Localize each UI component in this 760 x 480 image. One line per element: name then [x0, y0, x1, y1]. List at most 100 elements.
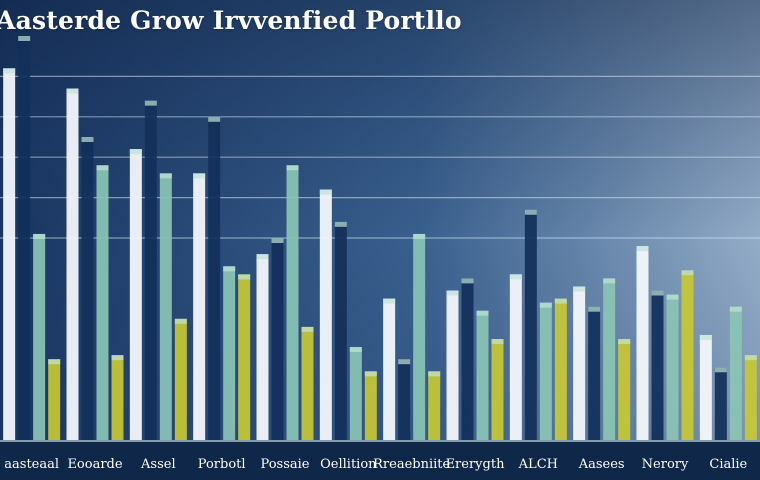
bar-cap [144, 100, 157, 106]
x-tick-label: Nerory [641, 457, 689, 472]
bar-cap [319, 189, 332, 195]
bar-cap [223, 266, 236, 272]
bar [271, 238, 284, 440]
bar [144, 100, 157, 440]
bar-cap [446, 290, 459, 296]
bar-cap [286, 165, 299, 171]
bar-cap [573, 286, 586, 292]
bar-cap [554, 298, 567, 304]
bar-cap [699, 334, 712, 340]
bar [651, 290, 664, 440]
bar-cap [491, 339, 504, 344]
bar-cap [383, 298, 396, 304]
bar [603, 278, 616, 440]
bar [319, 189, 332, 440]
bar [18, 36, 31, 440]
bar [81, 137, 94, 440]
bar [413, 233, 426, 440]
bar-cap [334, 221, 347, 227]
bar [618, 339, 631, 440]
x-tick-label: Oellition [320, 457, 377, 472]
chart-title: Aasterde Grow Irvvenfied Portllo [0, 6, 462, 35]
bar-cap [618, 339, 631, 344]
bar [398, 359, 411, 440]
bar [476, 310, 489, 440]
bar-cap [18, 36, 31, 41]
bar [681, 270, 694, 440]
bar-cap [33, 233, 46, 239]
bar-cap [524, 209, 537, 215]
bar [714, 367, 727, 440]
bar-group [3, 36, 757, 441]
bar [223, 266, 236, 440]
bar [524, 209, 537, 440]
bar-cap [476, 310, 489, 316]
bar-cap [271, 238, 284, 243]
bar-cap [714, 367, 727, 373]
bar [111, 355, 124, 440]
bar-cap [129, 149, 142, 155]
bar-cap [208, 116, 221, 122]
bar [174, 318, 187, 440]
bar-cap [729, 306, 742, 312]
bar [636, 246, 649, 440]
bar-cap [193, 173, 206, 179]
x-tick-label: Rreaebniite [373, 457, 451, 472]
gridlines [0, 75, 760, 239]
x-tick-label: Eooarde [67, 457, 123, 472]
bar-cap [96, 165, 109, 171]
bar [509, 274, 522, 440]
bar [699, 334, 712, 440]
bar [96, 165, 109, 440]
x-tick-label: Ererygth [445, 457, 505, 472]
x-tick-label: Possaie [260, 457, 310, 472]
bar-cap [588, 306, 601, 312]
bar [446, 290, 459, 440]
x-tick-label: Assel [141, 457, 176, 472]
bar-cap [636, 246, 649, 252]
x-tick-label: Aasees [578, 457, 625, 472]
bar [208, 116, 221, 441]
bar [193, 173, 206, 441]
bar-cap [238, 274, 251, 280]
bar-cap [48, 359, 61, 365]
x-axis-band [0, 440, 760, 480]
bar [364, 371, 377, 440]
bar [383, 298, 396, 440]
bar [159, 173, 172, 441]
bar-cap [413, 233, 426, 239]
bar [301, 326, 314, 440]
bar [349, 347, 362, 440]
x-tick-label: ALCH [518, 457, 558, 472]
bar [256, 254, 269, 440]
bar-cap [461, 278, 474, 284]
bar [48, 359, 61, 440]
bar-cap [349, 347, 362, 353]
bar-cap [66, 88, 79, 94]
bar-cap [81, 137, 94, 142]
bar [554, 298, 567, 440]
bar-cap [603, 278, 616, 284]
bar-cap [509, 274, 522, 280]
bar [3, 68, 16, 440]
bar [66, 88, 79, 441]
bar [588, 306, 601, 440]
bar [33, 233, 46, 440]
bar [744, 355, 757, 440]
bar-cap [744, 355, 757, 361]
bar-cap [666, 294, 679, 300]
bar [334, 221, 347, 440]
x-tick-label: aasteaal [4, 457, 60, 472]
bar [539, 302, 552, 440]
bar [428, 371, 441, 440]
bar-cap [256, 254, 269, 260]
bar [491, 339, 504, 440]
bar-cap [364, 371, 377, 377]
x-tick-label: Cialie [709, 457, 748, 472]
bar [461, 278, 474, 440]
x-axis-labels: aasteaal Eooarde Assel Porbotl Possaie Oellit… [0, 442, 760, 480]
bar [729, 306, 742, 440]
bar [238, 274, 251, 440]
bar-cap [301, 326, 314, 332]
